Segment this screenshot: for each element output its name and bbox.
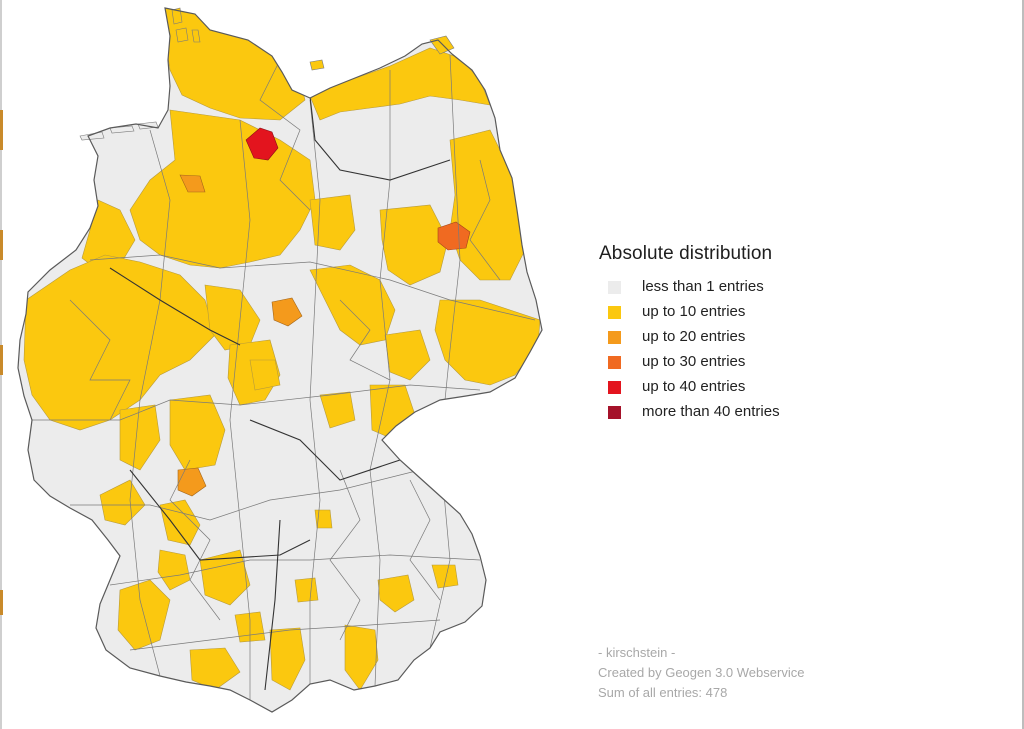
legend-item-up-to-40: up to 40 entries (599, 377, 899, 402)
region-top-hamburg (245, 127, 279, 161)
region-mid-frankfurt (177, 467, 207, 497)
region-low (159, 499, 201, 546)
region-low (377, 574, 415, 613)
region-low (344, 624, 379, 691)
region-low (309, 194, 356, 251)
window-edge-accent (0, 345, 3, 375)
window-edge-accent (0, 110, 3, 150)
region-low (249, 359, 281, 391)
legend-label: more than 40 entries (642, 403, 780, 420)
region-low (384, 329, 431, 381)
legend-swatch (608, 406, 621, 419)
legend-swatch (608, 381, 621, 394)
legend-label: up to 10 entries (642, 303, 746, 320)
legend-item-none: less than 1 entries (599, 277, 899, 302)
window-edge-accent (0, 230, 3, 260)
district-boundaries (28, 54, 536, 700)
state-boundaries (109, 95, 451, 691)
legend-swatch (608, 281, 621, 294)
legend-title: Absolute distribution (599, 243, 773, 264)
region-low (431, 564, 459, 589)
window-edge-accent (0, 590, 3, 615)
legend-items: less than 1 entries up to 10 entries up … (599, 277, 899, 427)
credit-author: - kirschstein - (598, 645, 676, 660)
legend-swatch (608, 356, 621, 369)
region-low (189, 647, 241, 691)
region-low (434, 299, 541, 386)
region-mid-goettingen (271, 297, 303, 327)
legend-label: up to 30 entries (642, 353, 746, 370)
region-low (269, 627, 306, 691)
region-high-berlin (437, 221, 471, 251)
credit-generator: Created by Geogen 3.0 Webservice (598, 665, 805, 680)
legend-label: up to 40 entries (642, 378, 746, 395)
legend-swatch (608, 331, 621, 344)
region-low (309, 264, 396, 346)
germany-map-svg (17, 7, 543, 713)
region-low (294, 577, 319, 603)
region-low (199, 549, 251, 606)
map-legend: Absolute distribution less than 1 entrie… (599, 243, 899, 427)
region-low (23, 254, 216, 431)
window-edge-right (1022, 0, 1024, 729)
legend-swatch (608, 306, 621, 319)
region-low (169, 394, 226, 471)
credit-sum: Sum of all entries: 478 (598, 685, 728, 700)
legend-item-more-than-40: more than 40 entries (599, 402, 899, 427)
region-low (314, 509, 333, 529)
region-low (99, 479, 146, 526)
map-credits: - kirschstein - Created by Geogen 3.0 We… (598, 643, 804, 703)
legend-item-up-to-10: up to 10 entries (599, 302, 899, 327)
district-fills (23, 8, 541, 700)
region-low (157, 549, 191, 591)
legend-item-up-to-30: up to 30 entries (599, 352, 899, 377)
legend-label: less than 1 entries (642, 278, 764, 295)
region-low (309, 47, 491, 121)
legend-label: up to 20 entries (642, 328, 746, 345)
legend-item-up-to-20: up to 20 entries (599, 327, 899, 352)
region-low (119, 404, 161, 471)
region-low (379, 204, 449, 286)
region-mid-bremerhaven (179, 174, 206, 193)
region-low (319, 391, 356, 429)
germany-distribution-map (10, 0, 570, 729)
